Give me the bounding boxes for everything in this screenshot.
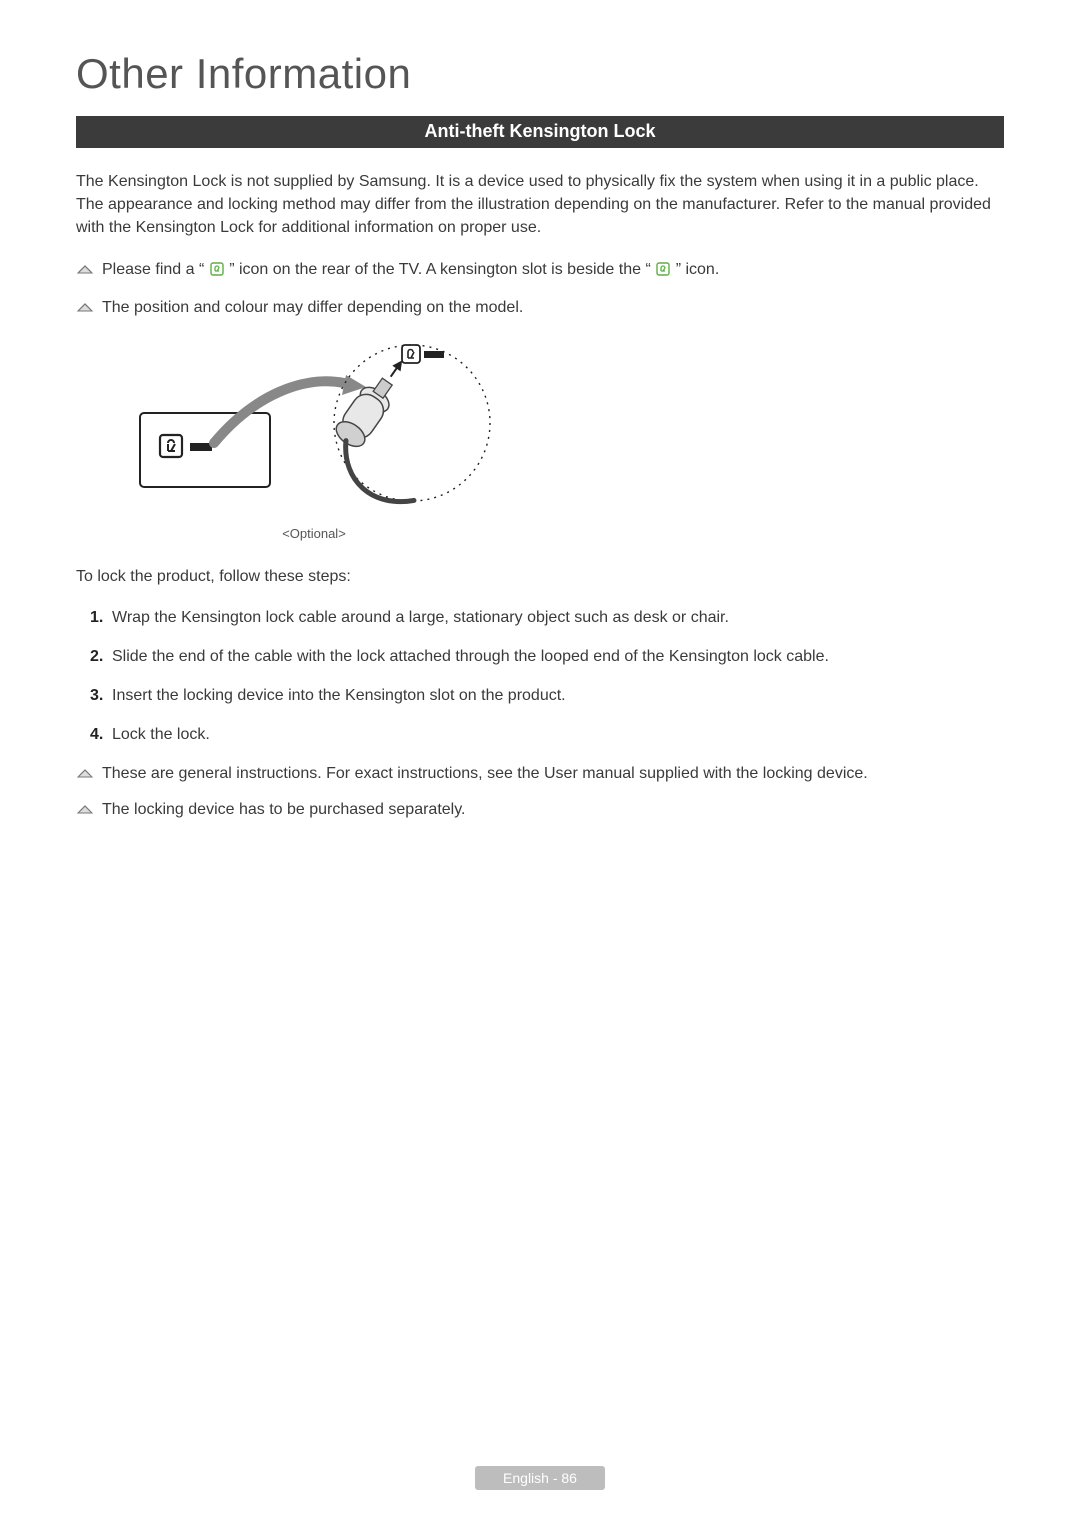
steps-intro: To lock the product, follow these steps:	[76, 565, 1004, 588]
note-item: The position and colour may differ depen…	[76, 296, 1004, 321]
kensington-lock-icon	[210, 260, 224, 285]
diagram-caption: <Optional>	[134, 526, 494, 541]
note-icon	[76, 800, 94, 825]
top-notes: Please find a “ ” icon on the rear of th…	[76, 258, 1004, 322]
kensington-diagram	[134, 335, 494, 520]
note-icon	[76, 260, 94, 285]
document-page: Other Information Anti-theft Kensington …	[0, 0, 1080, 1534]
note-item: Please find a “ ” icon on the rear of th…	[76, 258, 1004, 285]
note-text-post: ” icon on the rear of the TV. A kensingt…	[229, 261, 651, 278]
steps-list: Wrap the Kensington lock cable around a …	[90, 606, 1004, 747]
step-item: Wrap the Kensington lock cable around a …	[90, 606, 1004, 631]
step-item: Slide the end of the cable with the lock…	[90, 645, 1004, 670]
note-text: The position and colour may differ depen…	[102, 299, 523, 316]
step-item: Insert the locking device into the Kensi…	[90, 684, 1004, 709]
kensington-lock-icon	[656, 260, 670, 285]
page-number: English - 86	[475, 1466, 605, 1490]
bottom-notes: These are general instructions. For exac…	[76, 762, 1004, 824]
note-icon	[76, 298, 94, 323]
note-text-tail: ” icon.	[676, 261, 720, 278]
note-text: These are general instructions. For exac…	[102, 765, 868, 782]
note-text-pre: Please find a “	[102, 261, 204, 278]
note-text: The locking device has to be purchased s…	[102, 801, 465, 818]
page-footer: English - 86	[0, 1466, 1080, 1490]
step-item: Lock the lock.	[90, 723, 1004, 748]
note-icon	[76, 764, 94, 789]
page-title: Other Information	[76, 50, 1004, 98]
intro-paragraph: The Kensington Lock is not supplied by S…	[76, 170, 1004, 240]
note-item: The locking device has to be purchased s…	[76, 798, 1004, 823]
note-item: These are general instructions. For exac…	[76, 762, 1004, 787]
section-heading: Anti-theft Kensington Lock	[76, 116, 1004, 148]
